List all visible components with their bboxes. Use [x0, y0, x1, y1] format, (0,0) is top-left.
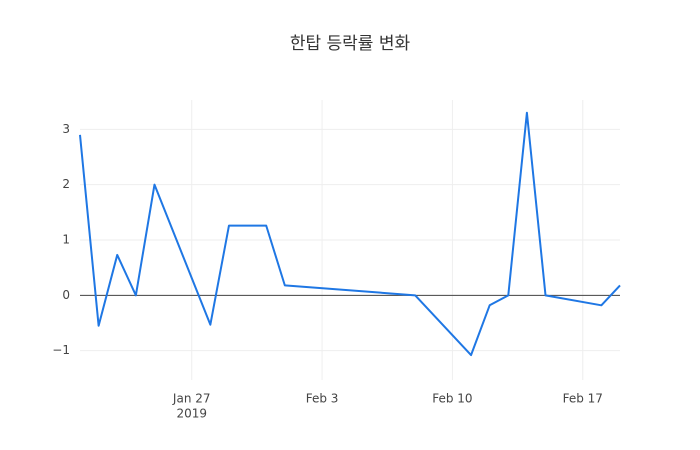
x-tick-sublabel: 2019	[176, 407, 207, 421]
y-tick-label: −1	[52, 343, 70, 357]
x-tick-label: Feb 3	[306, 392, 339, 406]
y-tick-label: 1	[62, 233, 70, 247]
x-tick-label: Feb 17	[563, 392, 603, 406]
y-tick-label: 0	[62, 288, 70, 302]
x-tick-label: Jan 27	[172, 392, 211, 406]
y-tick-label: 3	[62, 122, 70, 136]
x-tick-label: Feb 10	[432, 392, 472, 406]
y-tick-label: 2	[62, 177, 70, 191]
chart-title: 한탑 등락률 변화	[290, 34, 411, 54]
data-line	[79, 111, 621, 357]
